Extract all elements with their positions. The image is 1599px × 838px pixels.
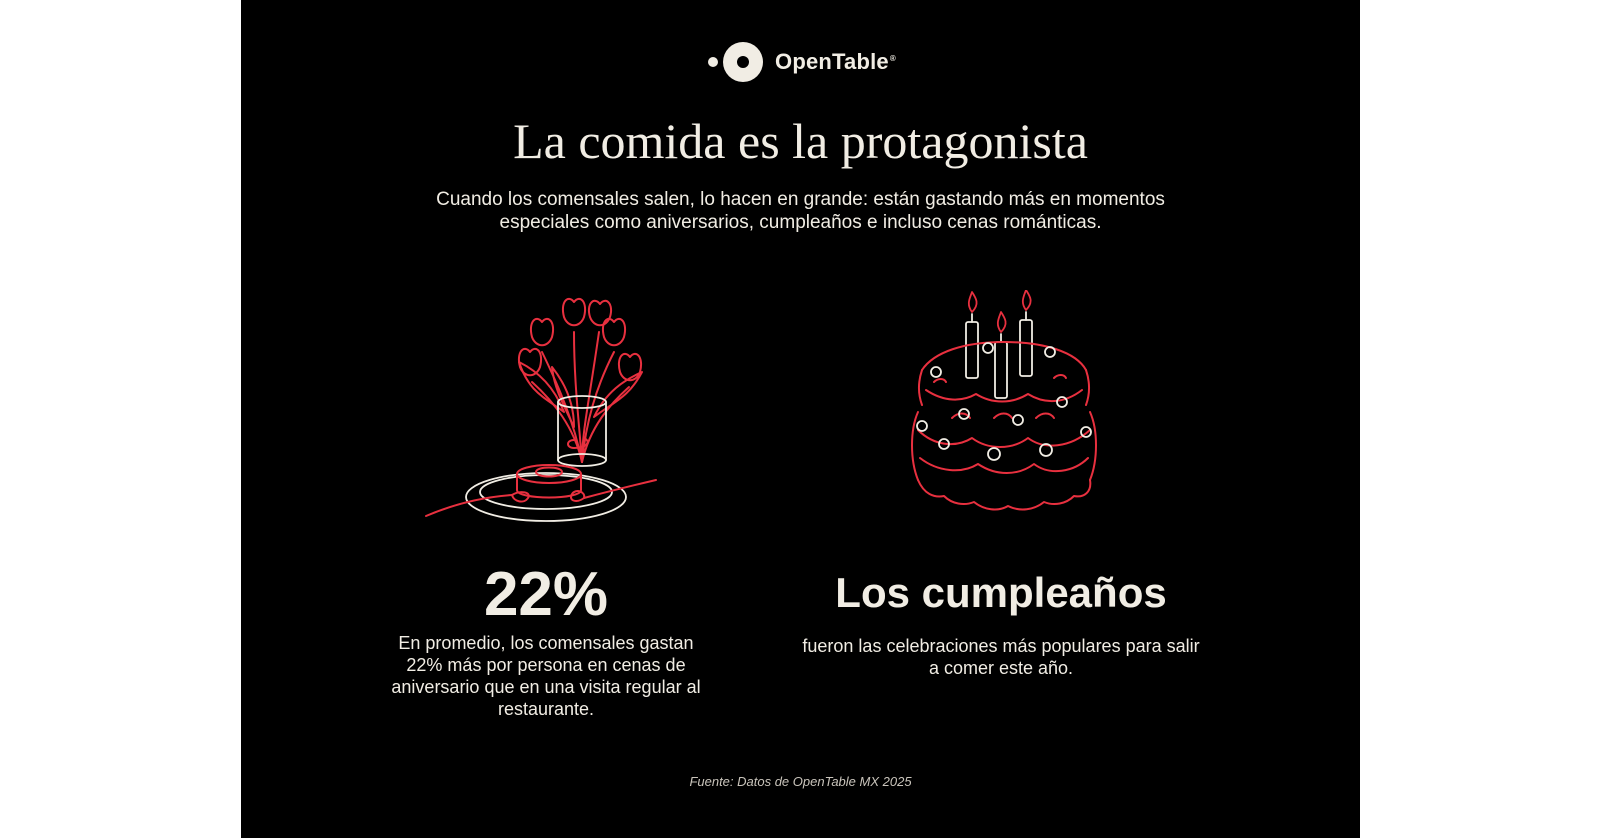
intro-text: Cuando los comensales salen, lo hacen en… <box>436 189 1165 233</box>
page-title: La comida es la protagonista <box>513 113 1088 169</box>
stat-percentage: 22% <box>483 560 609 629</box>
source-note: Fuente: Datos de OpenTable MX 2025 <box>689 774 912 789</box>
tulips-vase-dessert-plate-icon <box>425 297 657 522</box>
stat-description: En promedio, los comensales gastan 22% m… <box>391 633 701 719</box>
highlight-description: fueron las celebraciones más populares p… <box>802 636 1200 678</box>
brand-logo: OpenTable® <box>241 40 1360 84</box>
highlight-title: Los cumpleaños <box>835 569 1167 616</box>
opentable-logo-icon <box>708 42 764 82</box>
birthday-cake-icon <box>911 290 1097 511</box>
brand-name: OpenTable® <box>775 49 896 74</box>
infographic-panel: OpenTable® La comida es la protagonista … <box>241 0 1360 838</box>
